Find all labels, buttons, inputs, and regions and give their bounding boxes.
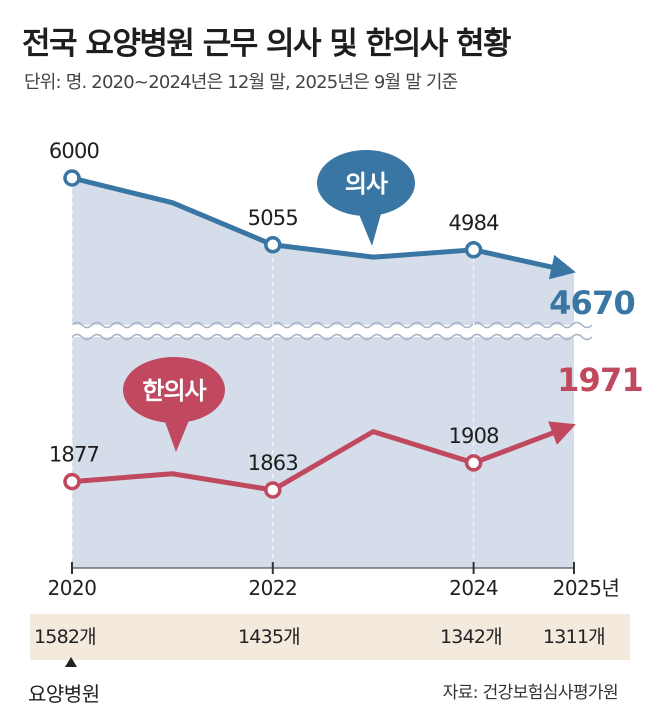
data-point-marker: [264, 481, 282, 499]
area-fill: [72, 178, 574, 568]
hospital-count-2024: 1342개: [440, 626, 503, 648]
hospital-count-2022: 1435개: [238, 626, 301, 648]
hospital-count-2025: 1311개: [543, 626, 606, 648]
axis-break-wave-bottom: [71, 333, 593, 341]
chart-title: 전국 요양병원 근무 의사 및 한의사 현황: [22, 26, 512, 62]
data-label: 6000: [49, 139, 99, 163]
legend-label: 한의사: [142, 377, 206, 405]
hospital-count-band: [30, 614, 630, 660]
data-point-marker: [264, 236, 282, 254]
data-label: 1971: [557, 361, 643, 399]
data-point-marker: [464, 241, 483, 259]
legend-bubble-tail: [358, 210, 382, 246]
hospital-count-2020: 1582개: [34, 626, 97, 648]
series-line-1: [71, 421, 576, 493]
data-label: 1908: [448, 424, 498, 448]
data-label: 5055: [248, 206, 298, 230]
x-tick-label: 2025년: [553, 576, 620, 600]
x-tick-label: 2020: [48, 576, 97, 600]
data-label: 4984: [448, 211, 499, 235]
axis-break-wave-top: [71, 321, 593, 329]
data-label: 1863: [248, 451, 298, 475]
data-point-marker: [464, 454, 483, 472]
legend-bubble-0: [317, 150, 415, 216]
data-label: 1877: [49, 443, 99, 467]
count-marker-triangle: [65, 657, 77, 667]
chart-subtitle: 단위: 명. 2020~2024년은 12월 말, 2025년은 9월 말 기준: [24, 72, 458, 93]
legend-bubble-tail: [164, 418, 190, 452]
x-tick-label: 2022: [248, 576, 297, 600]
legend-label: 의사: [345, 170, 388, 198]
hospital-count-label: 요양병원: [28, 682, 100, 706]
legend-bubble-1: [123, 357, 225, 423]
data-label: 4670: [549, 284, 635, 322]
source-note: 자료: 건강보험심사평가원: [442, 683, 619, 703]
data-point-marker: [63, 169, 81, 187]
series-line-0: [71, 175, 576, 280]
x-tick-label: 2024: [449, 576, 498, 600]
data-point-marker: [63, 472, 81, 491]
